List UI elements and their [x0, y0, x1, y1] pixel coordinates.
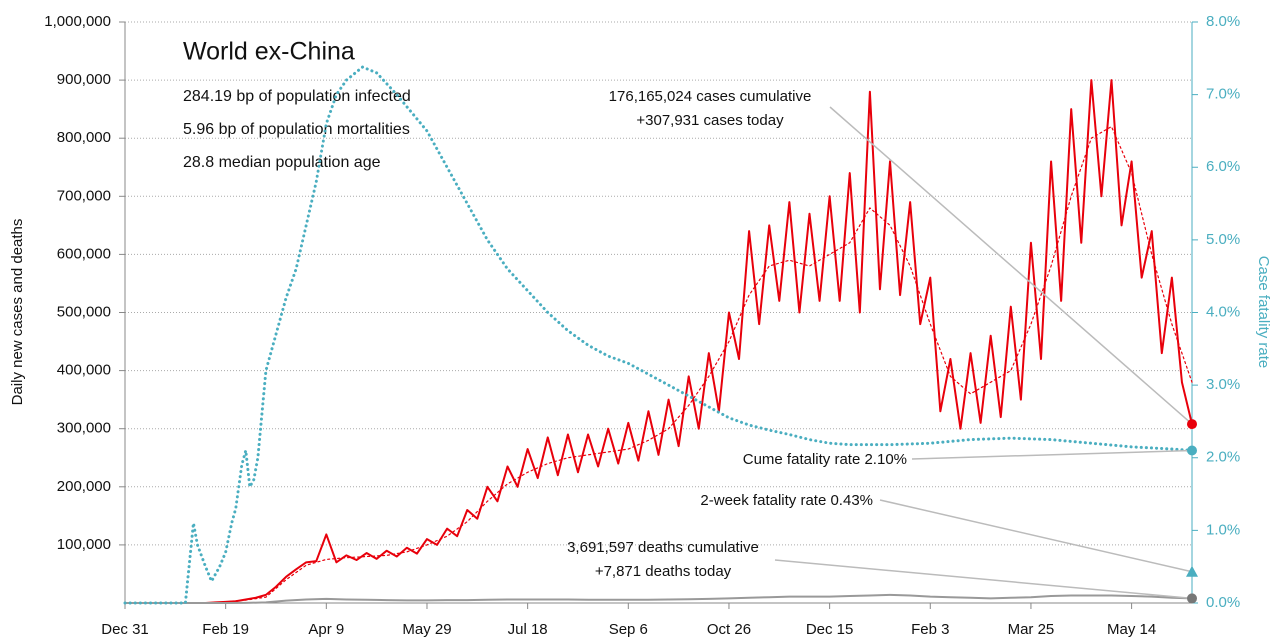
leader-line — [829, 106, 1193, 425]
stat: 28.8 median population age — [183, 154, 381, 171]
chart-title: World ex-China — [183, 38, 355, 66]
y2-tick-label: 1.0% — [1206, 521, 1240, 538]
end-marker — [1187, 593, 1197, 604]
y-tick-label: 900,000 — [57, 71, 111, 88]
x-tick-label: May 29 — [402, 621, 451, 638]
y2-tick-label: 8.0% — [1206, 13, 1240, 30]
y-tick-label: 400,000 — [57, 362, 111, 379]
stat: 284.19 bp of population infected — [183, 88, 411, 105]
y2-tick-label: 0.0% — [1206, 594, 1240, 611]
y-tick-label: 300,000 — [57, 420, 111, 437]
series-line — [125, 593, 1193, 604]
x-tick-label: Feb 19 — [202, 621, 249, 638]
x-tick-label: Apr 9 — [308, 621, 344, 638]
leader-line — [879, 499, 1193, 573]
x-tick-label: Sep 6 — [609, 621, 648, 638]
x-tick-label: Dec 31 — [101, 621, 149, 638]
leader-line — [774, 559, 1193, 600]
stat: 5.96 bp of population mortalities — [183, 121, 410, 138]
end-marker — [1186, 565, 1198, 577]
annotation: 3,691,597 deaths cumulative — [567, 539, 759, 556]
y2-tick-label: 2.0% — [1206, 449, 1240, 466]
y-tick-label: 600,000 — [57, 245, 111, 262]
y-tick-label: 100,000 — [57, 536, 111, 553]
y2-tick-label: 3.0% — [1206, 376, 1240, 393]
y-axis-label: Daily new cases and deaths — [9, 219, 26, 406]
y-tick-label: 800,000 — [57, 129, 111, 146]
annotation: 176,165,024 cases cumulative — [609, 88, 812, 105]
end-marker — [1187, 445, 1197, 456]
x-tick-label: Oct 26 — [707, 621, 751, 638]
series-line — [124, 125, 1193, 604]
y-tick-label: 1,000,000 — [44, 13, 111, 30]
y-tick-label: 700,000 — [57, 187, 111, 204]
y2-axis-label: Case fatality rate — [1255, 256, 1272, 369]
annotation: +7,871 deaths today — [595, 563, 732, 580]
end-marker — [1187, 419, 1197, 430]
y2-tick-label: 4.0% — [1206, 303, 1240, 320]
y-tick-label: 200,000 — [57, 478, 111, 495]
x-tick-label: Jul 18 — [508, 621, 548, 638]
x-tick-label: Feb 3 — [911, 621, 949, 638]
annotation: 2-week fatality rate 0.43% — [700, 492, 873, 509]
annotation: Cume fatality rate 2.10% — [743, 451, 907, 468]
y2-tick-label: 6.0% — [1206, 158, 1240, 175]
series-line — [123, 65, 1194, 605]
x-tick-label: May 14 — [1107, 621, 1156, 638]
series-line — [125, 79, 1193, 604]
x-tick-label: Dec 15 — [806, 621, 854, 638]
leader-line — [911, 449, 1193, 460]
y-tick-label: 500,000 — [57, 303, 111, 320]
annotation: +307,931 cases today — [636, 112, 784, 129]
x-tick-label: Mar 25 — [1008, 621, 1055, 638]
y2-tick-label: 5.0% — [1206, 231, 1240, 248]
y2-tick-label: 7.0% — [1206, 86, 1240, 103]
